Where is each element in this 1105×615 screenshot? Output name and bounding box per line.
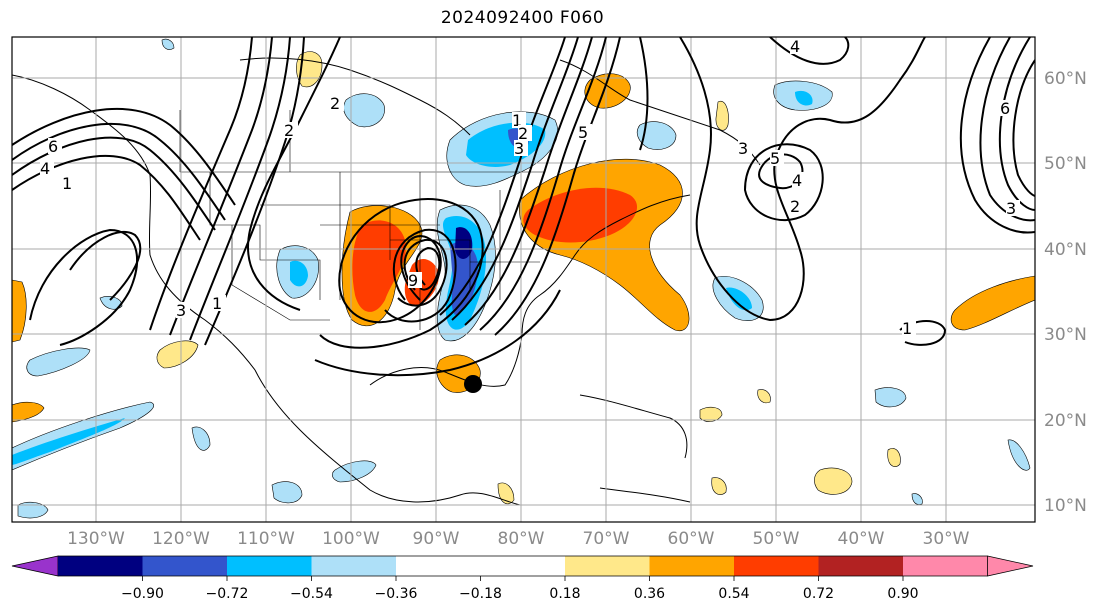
lon-label: 130°W [67,529,125,549]
contour-label: 6 [1000,99,1010,118]
colorbar-tick-label: −0.18 [459,586,502,602]
colorbar-swatch [649,556,734,576]
contour-label: 1 [902,319,912,338]
contour-label: 3 [176,301,186,320]
contour-label: 3 [514,139,524,158]
colorbar-swatch [565,556,650,576]
lon-label: 80°W [498,529,545,549]
lon-label: 120°W [152,529,210,549]
lat-label: 10°N [1044,496,1087,516]
latitude-labels: 60°N 50°N 40°N 30°N 20°N 10°N [1044,69,1087,516]
colorbar-swatch [227,556,312,576]
contour-label: 5 [578,123,588,142]
lon-label: 60°W [668,529,715,549]
colorbar-swatch [311,556,396,576]
lat-label: 40°N [1044,240,1087,260]
map-title: 2024092400 F060 [440,8,605,28]
colorbar-tick-label: 0.54 [718,586,749,602]
map-frame [11,36,1036,523]
contour-label: 2 [790,197,800,216]
colorbar-swatch [734,556,819,576]
plot-area: 4 6 1 2 3 1 2 9 1 2 3 5 4 3 [12,37,1035,522]
lat-label: 60°N [1044,69,1087,89]
colorbar-tick-label: −0.54 [290,586,333,602]
colorbar-tick-label: −0.72 [206,586,249,602]
colorbar-swatch [987,555,1034,577]
contour-label: 4 [40,159,50,178]
longitude-labels: 130°W 120°W 110°W 100°W 90°W 80°W 70°W 6… [67,529,970,549]
lat-label: 20°N [1044,411,1087,431]
lon-label: 40°W [838,529,885,549]
gridlines [12,37,1035,522]
contour-labels: 4 6 1 2 3 1 2 9 1 2 3 5 4 3 [40,37,1020,338]
colorbar-swatch [11,555,59,577]
colorbar-swatch [142,556,227,576]
contour-label: 5 [770,149,780,168]
colorbar-tick-label: 0.36 [634,586,665,602]
contour-label: 3 [1006,199,1016,218]
contour-label: 1 [212,294,222,313]
colorbar-tick-label: 0.90 [887,586,918,602]
colorbar-swatch [903,556,988,576]
colorbar-swatch [396,556,565,576]
contour-label: 6 [48,137,58,156]
lon-label: 70°W [583,529,630,549]
lat-label: 50°N [1044,154,1087,174]
lat-label: 30°N [1044,325,1087,345]
lon-label: 30°W [923,529,970,549]
lon-label: 90°W [413,529,460,549]
contour-label: 4 [792,171,802,190]
colorbar: −0.90 −0.72 −0.54 −0.36 −0.18 0.18 0.36 … [11,555,1034,602]
contour-label: 2 [518,124,528,143]
colorbar-tick-label: −0.90 [121,586,164,602]
contour-label: 9 [408,271,418,290]
colorbar-swatch [818,556,903,576]
contour-label: 1 [62,174,72,193]
lon-label: 110°W [237,529,295,549]
colorbar-swatch [58,556,143,576]
colorbar-tick-label: −0.36 [375,586,418,602]
contour-label: 2 [284,121,294,140]
storm-center-marker [464,375,482,393]
contour-label: 4 [790,37,800,56]
coastlines [12,57,761,506]
colorbar-tick-label: 0.72 [803,586,834,602]
contours [12,37,1035,377]
contour-label: 2 [330,94,340,113]
lon-label: 100°W [322,529,380,549]
contour-label: 3 [738,139,748,158]
lon-label: 50°W [753,529,800,549]
colorbar-tick-label: 0.18 [549,586,580,602]
contour-label: 1 [512,111,522,130]
